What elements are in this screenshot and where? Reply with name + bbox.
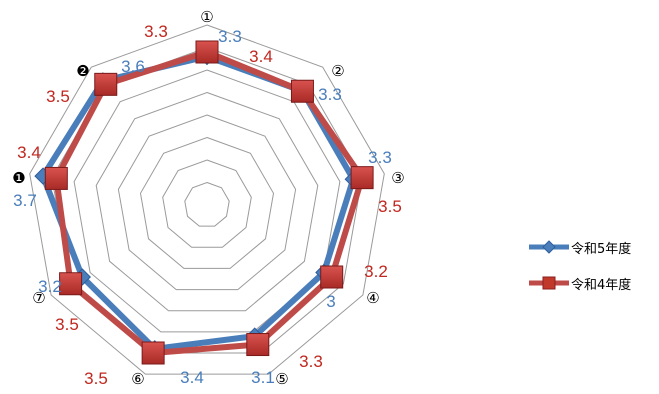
legend-label-series-2: 令和4年度 bbox=[571, 277, 632, 293]
series-line-2 bbox=[53, 49, 366, 356]
series-1-value-label-9: 3.6 bbox=[121, 57, 145, 76]
series-1-value-label-8: 3.7 bbox=[13, 191, 37, 210]
category-label-7: ⑦ bbox=[32, 289, 45, 307]
series-1-value-label-1: 3.3 bbox=[218, 27, 242, 46]
series-1-value-label-5: 3.1 bbox=[251, 368, 275, 387]
category-label-3: ③ bbox=[391, 169, 404, 187]
series-2-point-4 bbox=[320, 265, 344, 289]
series-2-point-9 bbox=[94, 72, 118, 96]
grid-ring-2 bbox=[162, 159, 252, 248]
grid-ring-6 bbox=[73, 69, 341, 333]
grid-ring-3 bbox=[139, 136, 275, 269]
series-2-value-label-6: 3.5 bbox=[84, 369, 108, 388]
series-2-point-2 bbox=[290, 79, 314, 103]
series-2-value-label-4: 3.2 bbox=[364, 262, 388, 281]
grid-ring-5 bbox=[95, 91, 319, 312]
series-2-point-8 bbox=[44, 166, 68, 190]
grid-ring-4 bbox=[117, 114, 297, 291]
series-2-value-label-8: 3.4 bbox=[17, 143, 41, 162]
series-1-value-label-4: 3 bbox=[326, 292, 335, 311]
legend: 令和5年度 令和4年度 bbox=[528, 236, 658, 308]
series-2-value-label-5: 3.3 bbox=[299, 352, 323, 371]
series-2-point-3 bbox=[350, 166, 374, 190]
series-2-point-6 bbox=[141, 341, 165, 365]
series-1-value-label-3: 3.3 bbox=[368, 148, 392, 167]
series-line-1 bbox=[40, 53, 357, 352]
category-label-9: ❷ bbox=[76, 62, 89, 80]
radar-chart: ① ② ③ ④ ⑤ ⑥ ⑦ ❶ ❷ 3.3 3.3 3 3.1 3.4 3.2 3.7 3.6 3.4 3.5 3.2… bbox=[12, 8, 404, 388]
series-2-value-label-9: 3.5 bbox=[46, 87, 70, 106]
series-2-point-7 bbox=[59, 272, 83, 296]
legend-label-series-1: 令和5年度 bbox=[571, 241, 632, 257]
category-label-6: ⑥ bbox=[131, 370, 144, 388]
series-2-value-label-1: 3.4 bbox=[249, 47, 273, 66]
series-2-value-label-7: 3.5 bbox=[55, 315, 79, 334]
category-label-5: ⑤ bbox=[275, 370, 288, 388]
extra-value-label-1: 3.3 bbox=[144, 22, 168, 41]
legend-item-series-2: 令和4年度 bbox=[528, 272, 658, 294]
grid-ring-1 bbox=[184, 181, 230, 227]
legend-swatch-red-square bbox=[529, 276, 569, 290]
series-2-value-label-3: 3.5 bbox=[378, 197, 402, 216]
series-2-point-5 bbox=[246, 333, 270, 357]
legend-item-series-1: 令和5年度 bbox=[528, 236, 658, 258]
category-label-8: ❶ bbox=[12, 169, 25, 187]
series-2-point-1 bbox=[195, 40, 219, 64]
series-1-value-label-7: 3.2 bbox=[38, 277, 62, 296]
series-1-value-label-6: 3.4 bbox=[180, 368, 204, 387]
category-label-2: ② bbox=[331, 62, 344, 80]
category-label-1: ① bbox=[200, 8, 213, 26]
category-label-4: ④ bbox=[366, 289, 379, 307]
grid-ring-8 bbox=[29, 24, 385, 375]
legend-swatch-blue-diamond bbox=[529, 240, 569, 254]
series-1-value-label-2: 3.3 bbox=[318, 85, 342, 104]
